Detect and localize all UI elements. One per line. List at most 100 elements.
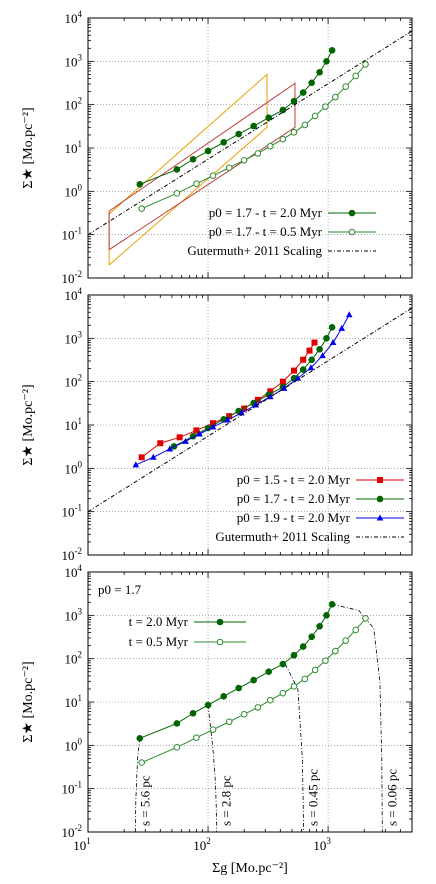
- tick-label-x: 102: [193, 836, 211, 853]
- data-point: [279, 378, 286, 385]
- data-point: [308, 356, 315, 364]
- data-point: [254, 396, 261, 403]
- grid: [88, 18, 412, 278]
- data-point: [279, 135, 287, 143]
- tick-label-y: 104: [65, 286, 83, 303]
- legend-marker: [216, 638, 224, 646]
- tick-label-y: 101: [65, 693, 83, 710]
- data-point: [265, 114, 272, 122]
- tick-label-y: 10-1: [62, 780, 83, 797]
- data-point: [299, 89, 307, 96]
- data-point: [265, 668, 272, 676]
- data-point: [204, 147, 212, 155]
- data-point: [252, 401, 260, 408]
- data-point: [345, 311, 353, 318]
- data-point: [307, 364, 315, 371]
- legend-marker: [348, 209, 356, 217]
- grid: [88, 295, 412, 555]
- legend-label: Gutermuth+ 2011 Scaling: [187, 243, 322, 258]
- data-point: [352, 72, 360, 80]
- data-point: [189, 155, 197, 163]
- data-point: [323, 335, 330, 342]
- plot-area: [88, 307, 412, 513]
- data-point: [299, 643, 307, 650]
- data-point: [240, 711, 248, 718]
- grid: [88, 572, 412, 832]
- panel-bottom: 10-2 10-1 100 101 102 103 104 101 102 103 s = 5.6 …: [62, 563, 413, 853]
- legend-marker: [376, 495, 384, 503]
- data-point: [235, 130, 242, 138]
- data-point: [132, 461, 140, 468]
- tick-label-y: 100: [65, 182, 83, 199]
- size-label: s = 0.06 pc: [384, 769, 399, 826]
- data-point: [193, 734, 200, 742]
- tick-label-y: 101: [65, 139, 83, 156]
- plot-frame: [87, 294, 413, 556]
- data-point: [209, 172, 217, 179]
- legend-marker: [376, 514, 384, 521]
- data-point: [328, 46, 336, 54]
- data-point: [338, 324, 346, 331]
- region-outline: [108, 82, 296, 251]
- size-label: s = 2.8 pc: [219, 775, 234, 826]
- legend: p0 = 1.5 - t = 2.0 Myr p0 = 1.7 - t = 2.0…: [215, 472, 404, 544]
- data-point: [311, 666, 319, 674]
- size-label: s = 0.45 pc: [306, 769, 321, 826]
- legend-label: t = 2.0 Myr: [129, 614, 189, 629]
- data-point: [225, 164, 233, 172]
- tick-label-y: 103: [65, 52, 83, 69]
- tick-label-y: 102: [65, 373, 83, 390]
- tick-label-y: 10-1: [62, 503, 83, 520]
- data-point: [204, 701, 212, 709]
- data-point: [193, 427, 200, 434]
- data-point: [316, 68, 323, 76]
- data-point: [319, 352, 326, 359]
- x-axis-label: Σg [Mo.pc⁻²]: [212, 861, 288, 876]
- data-point: [235, 684, 242, 692]
- data-point: [332, 647, 339, 655]
- legend-marker: [348, 228, 356, 236]
- tick-label-y: 100: [65, 736, 83, 753]
- tick-label-y: 10-2: [62, 823, 83, 840]
- data-point: [323, 612, 330, 619]
- tick-label-y: 102: [65, 96, 83, 113]
- panel-middle: 10-2 10-1 100 101 102 103 104 p0 = 1.5 - t = 2.…: [62, 286, 413, 563]
- data-point: [290, 367, 297, 374]
- data-point: [342, 83, 349, 90]
- data-point: [193, 180, 200, 188]
- data-point: [301, 121, 309, 129]
- data-point: [250, 122, 257, 130]
- y-axis-label: Σ★ [Mo.pc⁻²]: [21, 107, 36, 188]
- data-point: [290, 129, 298, 136]
- data-point: [352, 626, 360, 634]
- data-point: [322, 103, 329, 110]
- data-point: [299, 366, 307, 373]
- tick-label-y: 100: [65, 459, 83, 476]
- data-point: [138, 205, 145, 212]
- data-point: [173, 744, 181, 751]
- data-point: [136, 181, 144, 188]
- data-point: [182, 437, 189, 444]
- data-point: [300, 356, 307, 363]
- data-point: [210, 420, 217, 427]
- plot-area: [134, 600, 383, 832]
- size-curve: [207, 705, 218, 832]
- data-point: [328, 323, 336, 331]
- tick-label-y: 102: [65, 650, 83, 667]
- series-line: [135, 314, 350, 466]
- plot-frame: [87, 17, 413, 279]
- tick-label-y: 101: [65, 416, 83, 433]
- legend-label: Gutermuth+ 2011 Scaling: [215, 529, 350, 544]
- data-point: [266, 142, 274, 150]
- data-point: [225, 718, 233, 726]
- data-point: [362, 615, 369, 622]
- data-point: [290, 651, 298, 659]
- series-line: [88, 307, 412, 513]
- data-point: [266, 696, 274, 704]
- data-point: [150, 453, 157, 460]
- data-point: [306, 347, 313, 354]
- data-point: [316, 345, 323, 353]
- data-point: [342, 637, 349, 644]
- data-point: [279, 106, 287, 114]
